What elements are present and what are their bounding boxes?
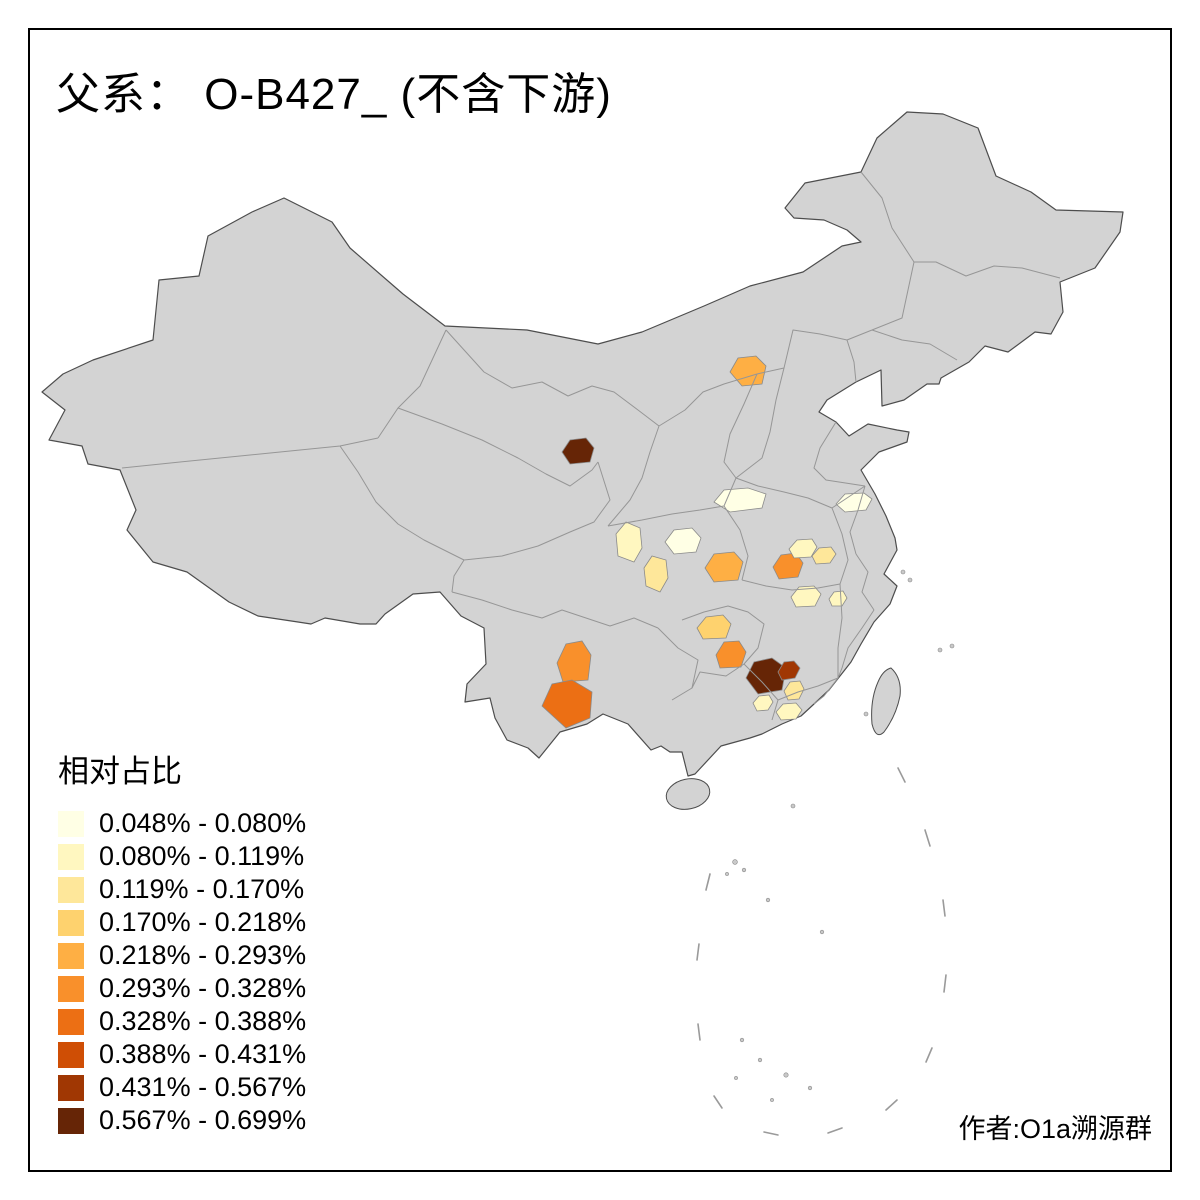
legend-label: 0.170% - 0.218% [99, 907, 307, 937]
legend-item-5: 0.218% - 0.293% [58, 939, 306, 972]
map-region-r20 [775, 702, 803, 721]
legend-label: 0.567% - 0.699% [99, 1105, 307, 1135]
legend-swatch [58, 1074, 84, 1101]
legend-items: 0.048% - 0.080% 0.080% - 0.119% 0.119% - 0… [58, 807, 306, 1137]
legend-swatch [58, 1008, 84, 1035]
legend-swatch [58, 810, 84, 837]
map-region-r22 [777, 660, 801, 681]
map-region-r11 [811, 546, 837, 565]
legend-item-6: 0.293% - 0.328% [58, 972, 306, 1005]
legend-swatch [58, 876, 84, 903]
legend-item-10: 0.567% - 0.699% [58, 1104, 306, 1137]
map-region-r3 [713, 487, 767, 513]
region-patches [541, 355, 873, 729]
legend-item-7: 0.328% - 0.388% [58, 1005, 306, 1038]
legend-item-9: 0.431% - 0.567% [58, 1071, 306, 1104]
map-region-r8 [704, 551, 744, 583]
legend-item-2: 0.080% - 0.119% [58, 840, 306, 873]
legend-swatch [58, 909, 84, 936]
map-region-r5 [615, 521, 643, 563]
figure-title: 父系： O-B427_ (不含下游) [56, 70, 612, 119]
sea-islands [725, 569, 955, 1102]
legend-label: 0.218% - 0.293% [99, 940, 307, 970]
map-region-r10 [788, 538, 818, 559]
map-region-r2 [561, 437, 595, 465]
legend-label: 0.080% - 0.119% [99, 841, 305, 871]
legend: 相对占比 0.048% - 0.080% 0.080% - 0.119% 0.119… [58, 746, 306, 1137]
legend-swatch [58, 942, 84, 969]
legend-label: 0.293% - 0.328% [99, 973, 307, 1003]
legend-item-3: 0.119% - 0.170% [58, 873, 306, 906]
legend-label: 0.048% - 0.080% [99, 808, 307, 838]
legend-item-1: 0.048% - 0.080% [58, 807, 306, 840]
map-region-r4 [835, 492, 873, 513]
map-region-r6 [664, 527, 702, 555]
province-borders [121, 171, 1061, 721]
legend-item-4: 0.170% - 0.218% [58, 906, 306, 939]
map-region-r12 [790, 585, 822, 608]
attribution: 作者:O1a溯源群 [958, 1114, 1152, 1144]
legend-swatch [58, 1041, 84, 1068]
legend-swatch [58, 1107, 84, 1134]
taiwan-island [871, 667, 901, 736]
map-region-r1 [729, 355, 767, 387]
map-region-r13 [696, 614, 732, 640]
map-region-r9 [772, 552, 804, 580]
legend-label: 0.119% - 0.170% [99, 874, 305, 904]
map-region-r14 [715, 640, 747, 669]
legend-label: 0.431% - 0.567% [99, 1072, 307, 1102]
nine-dash-line [696, 767, 947, 1136]
legend-title: 相对占比 [58, 754, 182, 789]
legend-swatch [58, 975, 84, 1002]
map-region-r19 [541, 679, 593, 729]
legend-swatch [58, 843, 84, 870]
map-region-r21 [828, 590, 848, 607]
map-region-r17 [752, 694, 774, 712]
legend-item-8: 0.388% - 0.431% [58, 1038, 306, 1071]
map-region-r7 [643, 555, 669, 593]
legend-label: 0.388% - 0.431% [99, 1039, 307, 1069]
legend-label: 0.328% - 0.388% [99, 1006, 307, 1036]
hainan-island [665, 778, 711, 810]
